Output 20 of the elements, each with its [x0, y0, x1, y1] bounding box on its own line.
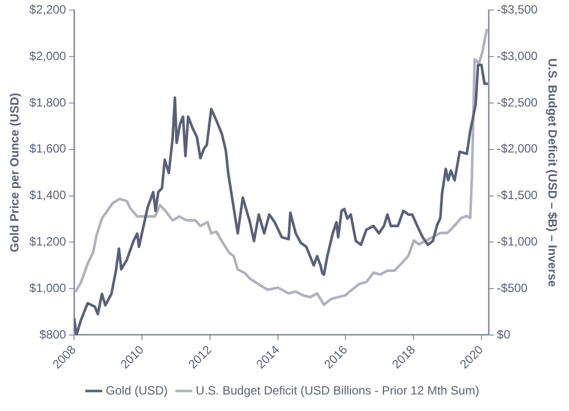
y-tick-label: $800 — [39, 327, 66, 342]
legend-label: Gold (USD) — [106, 383, 168, 398]
y-tick-label: $1,400 — [29, 188, 66, 202]
y2-tick-label: -$1,000 — [496, 234, 538, 248]
y-tick-label: $2,200 — [29, 2, 66, 17]
y2-tick-label: -$3,000 — [496, 48, 538, 63]
y2-tick-label: -$1,500 — [496, 188, 538, 202]
y-axis-title: Gold Price per Ounce (USD) — [8, 92, 22, 252]
y-tick-label: $2,000 — [29, 48, 66, 63]
legend-label: U.S. Budget Deficit (USD Billions - Prior 12 Mth Sum) — [196, 383, 480, 398]
y2-tick-label: $0 — [496, 327, 511, 342]
y2-tick-label: -$2,500 — [496, 95, 538, 110]
y-tick-label: $1,000 — [29, 280, 66, 295]
y-tick-label: $1,800 — [29, 95, 66, 110]
y-tick-label: $1,600 — [29, 142, 66, 156]
y2-tick-label: -$3,500 — [496, 2, 538, 17]
y-tick-label: $1,200 — [29, 234, 66, 248]
y2-axis-title: U.S. Budget Deficit (USD – $B) – Inverse — [545, 58, 560, 288]
y2-tick-label: -$500 — [496, 280, 528, 295]
y2-tick-label: -$2,000 — [496, 142, 538, 156]
